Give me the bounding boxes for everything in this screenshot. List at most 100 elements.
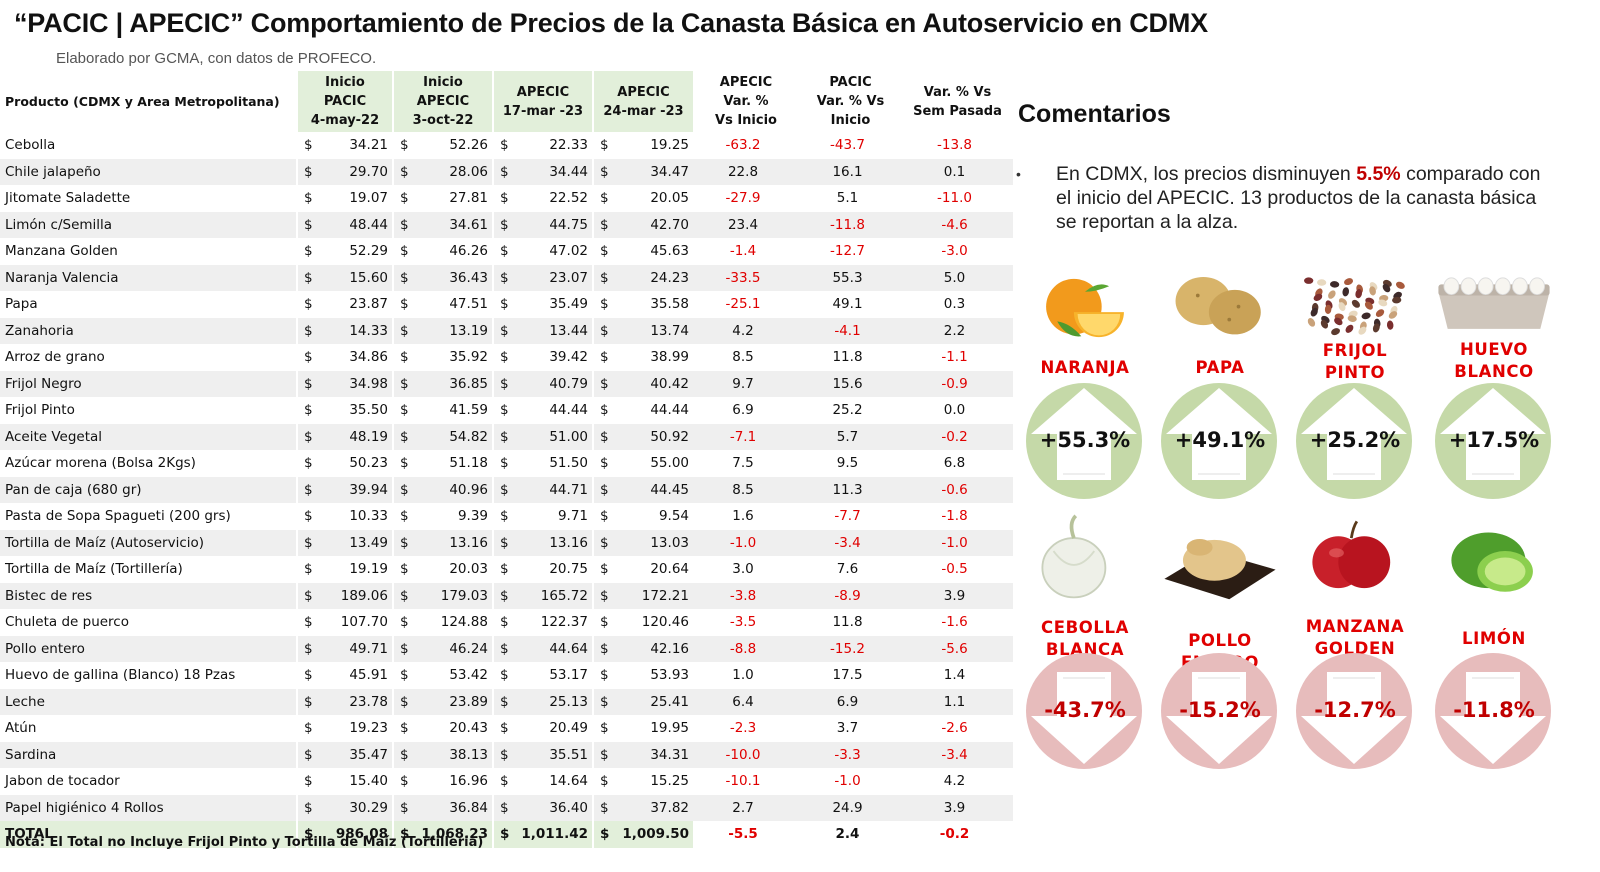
price-cell-pacic: $986.08 — [296, 821, 393, 848]
beans-icon — [1304, 277, 1405, 336]
currency-sign: $ — [400, 693, 409, 710]
header-apecic-17mar: APECIC 17-mar -23 — [492, 71, 593, 132]
price-value: 20.64 — [650, 561, 689, 578]
currency-sign: $ — [600, 296, 609, 313]
price-cell-mar17: $1,011.42 — [492, 821, 593, 848]
arrow-down-icon — [1301, 672, 1407, 764]
currency-sign: $ — [600, 534, 609, 551]
product-cell: Azúcar morena (Bolsa 2Kgs) — [5, 455, 196, 472]
arrow-up-icon — [1301, 388, 1407, 480]
comments-bullet: • — [1016, 166, 1021, 182]
currency-sign: $ — [304, 534, 313, 551]
currency-sign: $ — [304, 693, 313, 710]
highlight-label: FRIJOL PINTO — [1285, 340, 1425, 384]
header-var-pacic: PACIC Var. % Vs Inicio — [816, 75, 885, 128]
currency-sign: $ — [500, 773, 509, 790]
price-cell-mar17: $9.71 — [492, 503, 593, 530]
variation-cell-var-pacic: 5.1 — [836, 190, 859, 207]
price-cell-apecic: $124.88 — [392, 609, 493, 636]
price-value: 107.70 — [340, 614, 388, 631]
price-value: 1,009.50 — [622, 826, 689, 843]
price-cell-mar24: $13.03 — [592, 529, 693, 556]
variation-cell-var-pacic: 11.8 — [832, 614, 863, 631]
highlight-percentage: +25.2% — [1309, 428, 1401, 452]
price-cell-mar24: $53.93 — [592, 662, 693, 689]
price-table: Producto (CDMX y Area Metropolitana) Ini… — [0, 71, 1014, 848]
price-cell-mar17: $51.50 — [492, 450, 593, 477]
price-value: 30.29 — [349, 799, 388, 816]
price-value: 34.98 — [349, 375, 388, 392]
currency-sign: $ — [500, 534, 509, 551]
currency-sign: $ — [400, 216, 409, 233]
arrow-down-icon — [1440, 672, 1546, 764]
highlight-label-line: MANZANA — [1305, 617, 1405, 636]
price-cell-mar17: $44.64 — [492, 635, 593, 662]
currency-sign: $ — [304, 720, 313, 737]
currency-sign: $ — [500, 614, 509, 631]
product-cell: Pan de caja (680 gr) — [0, 476, 297, 503]
price-value: 19.07 — [349, 190, 388, 207]
variation-cell-var-pacic: 2.4 — [799, 821, 902, 848]
price-value: 20.43 — [449, 720, 488, 737]
variation-cell-var-sem: 1.4 — [943, 667, 966, 684]
price-value: 49.71 — [349, 640, 388, 657]
table-note: Nota: El Total no Incluye Frijol Pinto y… — [5, 835, 484, 850]
price-cell-mar17: $35.49 — [492, 291, 593, 318]
price-value: 48.44 — [349, 216, 388, 233]
price-value: 44.45 — [650, 481, 689, 498]
table-row: Atún $19.23 $20.43 $20.49 $19.95 -2.3 3.7 -2.6 — [0, 715, 1013, 742]
product-cell: Huevo de gallina (Blanco) 18 Pzas — [5, 667, 236, 684]
price-value: 20.49 — [549, 720, 588, 737]
price-value: 15.60 — [349, 269, 388, 286]
price-cell-mar17: $165.72 — [492, 582, 593, 609]
currency-sign: $ — [500, 720, 509, 737]
price-cell-apecic: $53.42 — [392, 662, 493, 689]
price-value: 20.05 — [650, 190, 689, 207]
price-value: 36.84 — [449, 799, 488, 816]
price-value: 27.81 — [449, 190, 488, 207]
price-value: 42.16 — [650, 640, 689, 657]
variation-cell-var-apecic: -1.0 — [693, 529, 799, 556]
product-cell: Frijol Pinto — [5, 402, 75, 419]
price-cell-pacic: $34.21 — [296, 132, 393, 159]
currency-sign: $ — [304, 216, 313, 233]
price-cell-mar17: $44.71 — [492, 476, 593, 503]
currency-sign: $ — [500, 508, 509, 525]
price-value: 13.19 — [449, 322, 488, 339]
currency-sign: $ — [500, 243, 509, 260]
currency-sign: $ — [304, 296, 313, 313]
variation-cell-var-pacic: 11.8 — [832, 349, 863, 366]
currency-sign: $ — [304, 826, 314, 843]
variation-cell-var-sem: 6.8 — [943, 455, 966, 472]
price-value: 36.85 — [449, 375, 488, 392]
price-cell-apecic: $13.19 — [392, 317, 493, 344]
price-value: 25.41 — [650, 693, 689, 710]
currency-sign: $ — [500, 799, 509, 816]
table-row: Papa $23.87 $47.51 $35.49 $35.58 -25.1 49.1 0.3 — [0, 291, 1013, 318]
variation-cell-var-sem: 0.1 — [902, 158, 1013, 185]
price-value: 46.24 — [449, 640, 488, 657]
highlight-label-line: LIMÓN — [1462, 629, 1526, 648]
price-value: 40.79 — [549, 375, 588, 392]
arrow-down-icon — [1166, 672, 1272, 764]
currency-sign: $ — [600, 428, 609, 445]
price-cell-apecic: $36.84 — [392, 794, 493, 821]
variation-cell-var-apecic: 8.5 — [693, 476, 799, 503]
price-value: 52.29 — [349, 243, 388, 260]
variation-cell-var-apecic: 6.4 — [693, 688, 799, 715]
variation-cell-var-apecic: 3.0 — [732, 561, 754, 578]
currency-sign: $ — [600, 587, 609, 604]
price-value: 34.21 — [349, 137, 388, 154]
price-cell-mar24: $50.92 — [592, 423, 693, 450]
currency-sign: $ — [400, 614, 409, 631]
price-cell-mar24: $19.95 — [592, 715, 693, 742]
price-cell-pacic: $107.70 — [296, 609, 393, 636]
price-cell-apecic: $34.61 — [392, 211, 493, 238]
currency-sign: $ — [500, 216, 509, 233]
variation-cell-var-apecic: -3.5 — [729, 614, 757, 631]
highlight-percentage: -11.8% — [1453, 698, 1535, 722]
table-row: Sardina $35.47 $38.13 $35.51 $34.31 -10.0 -3.3… — [0, 741, 1013, 768]
currency-sign: $ — [600, 508, 609, 525]
variation-cell-var-sem: -0.6 — [902, 476, 1013, 503]
variation-cell-var-pacic: -43.7 — [830, 137, 865, 154]
